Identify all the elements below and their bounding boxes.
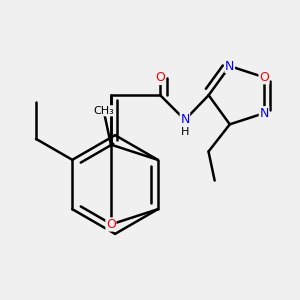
Text: N: N <box>225 60 235 73</box>
Text: H: H <box>181 128 189 137</box>
Text: O: O <box>155 71 165 84</box>
Text: O: O <box>106 218 116 231</box>
Text: O: O <box>259 71 269 84</box>
Text: N: N <box>259 107 269 120</box>
Text: N: N <box>180 113 190 126</box>
Text: CH₃: CH₃ <box>93 106 114 116</box>
